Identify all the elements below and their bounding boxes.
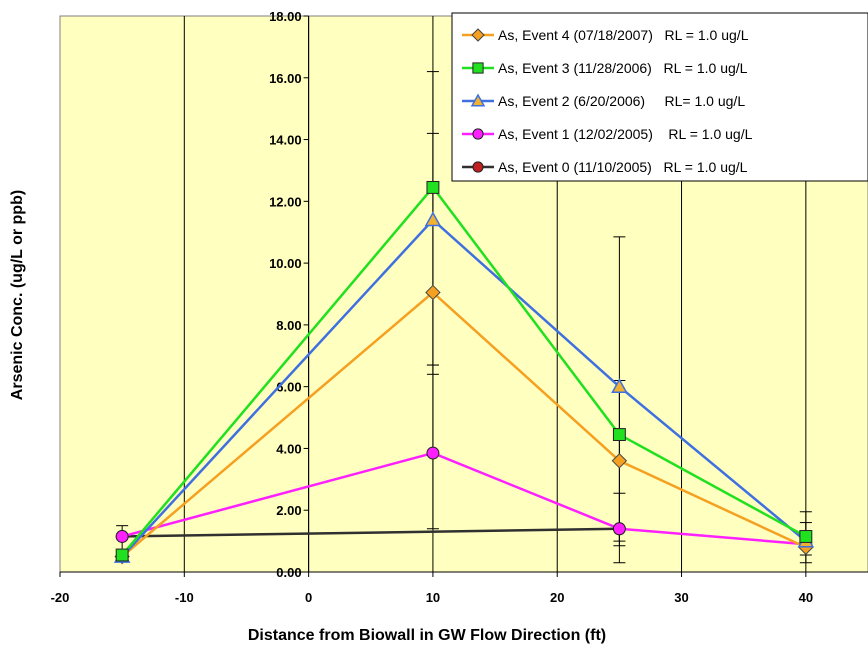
data-point: [611, 453, 628, 469]
data-point: [612, 522, 626, 536]
legend-marker: [472, 161, 484, 173]
data-point: [799, 530, 813, 543]
x-tick-label: 30: [674, 590, 688, 605]
x-tick-label: 10: [426, 590, 440, 605]
data-point: [424, 211, 442, 227]
data-point: [612, 428, 626, 441]
legend-label: As, Event 4 (07/18/2007) RL = 1.0 ug/L: [498, 27, 749, 43]
x-tick-label: 20: [550, 590, 564, 605]
legend-label: As, Event 1 (12/02/2005) RL = 1.0 ug/L: [498, 126, 753, 142]
legend-marker: [470, 93, 486, 107]
series-line: [121, 185, 807, 556]
x-tick-label: -20: [51, 590, 70, 605]
data-point: [115, 530, 129, 543]
x-axis-title: Distance from Biowall in GW Flow Directi…: [248, 627, 606, 644]
legend-box: [451, 12, 868, 182]
data-point: [426, 446, 440, 460]
y-tick-label: 4.00: [276, 441, 301, 456]
series-line: [121, 451, 806, 546]
y-tick-label: 10.00: [269, 256, 302, 271]
data-point: [115, 548, 129, 562]
legend-label: As, Event 3 (11/28/2006) RL = 1.0 ug/L: [498, 60, 748, 76]
y-axis-title: Arsenic Conc. (ug/L or ppb): [9, 190, 26, 400]
y-tick-label: 12.00: [269, 194, 302, 209]
y-tick-label: 8.00: [276, 318, 301, 333]
legend-marker: [472, 62, 484, 74]
series-line: [122, 527, 620, 538]
y-tick-label: 14.00: [269, 133, 302, 148]
legend-marker: [471, 28, 485, 42]
data-point: [425, 284, 441, 301]
data-point: [426, 180, 440, 194]
series-line: [121, 290, 807, 558]
data-point: [611, 378, 628, 394]
legend-marker: [472, 128, 484, 140]
legend-label: As, Event 2 (6/20/2006) RL= 1.0 ug/L: [498, 93, 745, 109]
x-tick-label: -10: [175, 590, 194, 605]
x-tick-label: 0: [305, 590, 312, 605]
y-tick-label: 16.00: [269, 71, 302, 86]
series-line: [121, 218, 807, 558]
x-tick-label: 40: [799, 590, 813, 605]
legend-label: As, Event 0 (11/10/2005) RL = 1.0 ug/L: [498, 159, 748, 175]
y-tick-label: 0.00: [276, 565, 301, 580]
y-tick-label: 18.00: [269, 9, 302, 24]
y-tick-label: 2.00: [276, 503, 301, 518]
